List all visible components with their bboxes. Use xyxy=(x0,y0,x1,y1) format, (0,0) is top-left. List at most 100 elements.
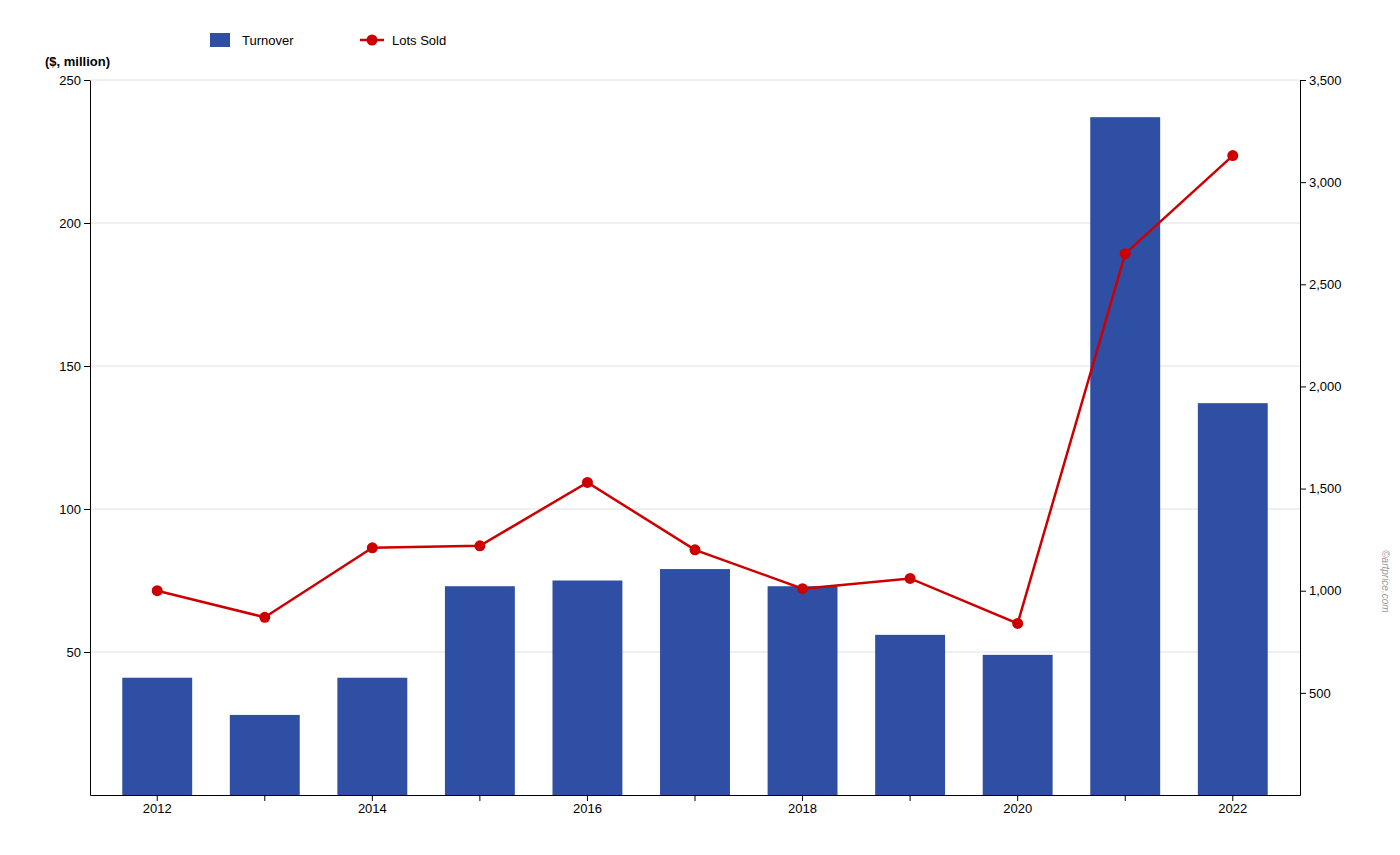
tick: 2012 xyxy=(143,795,172,816)
plot: 50 100 150 200 250 500 1,000 1,500 2,000 2,500 3,0… xyxy=(59,73,1341,817)
tick-label: 2,000 xyxy=(1309,379,1342,394)
tick: 1,500 xyxy=(1300,481,1342,496)
tick: 2,500 xyxy=(1300,277,1342,292)
grid-line xyxy=(90,80,1300,81)
tick-mark xyxy=(1300,182,1306,183)
tick-mark xyxy=(587,795,588,801)
tick-mark xyxy=(910,795,911,801)
tick-mark xyxy=(84,509,90,510)
marker xyxy=(1012,618,1023,629)
tick-label: 2018 xyxy=(788,801,817,816)
tick: 2016 xyxy=(573,795,602,816)
bar xyxy=(1090,117,1160,795)
tick-mark xyxy=(479,795,480,801)
chart: 50 100 150 200 250 500 1,000 1,500 2,000 2,500 3,0… xyxy=(0,0,1400,855)
tick-label: 2012 xyxy=(143,801,172,816)
tick-mark xyxy=(1017,795,1018,801)
annotation: ©artprice.com xyxy=(1380,550,1391,612)
tick-label: 1,000 xyxy=(1309,583,1342,598)
tick-mark xyxy=(84,80,90,81)
tick-mark xyxy=(695,795,696,801)
marker xyxy=(1227,150,1238,161)
bar xyxy=(552,581,622,796)
axis-line xyxy=(90,81,91,796)
tick: 250 xyxy=(59,73,90,88)
marker xyxy=(259,612,270,623)
tick: 2,000 xyxy=(1300,379,1342,394)
tick: 50 xyxy=(67,645,90,660)
tick-mark xyxy=(1300,284,1306,285)
legend-item: Lots Sold xyxy=(360,33,446,48)
tick-mark xyxy=(84,652,90,653)
tick-mark xyxy=(1300,386,1306,387)
tick xyxy=(264,795,265,801)
tick-mark xyxy=(1300,489,1306,490)
legend: Turnover Lots Sold xyxy=(210,33,446,48)
tick: 200 xyxy=(59,216,90,231)
legend-label: Lots Sold xyxy=(392,33,446,48)
tick-mark xyxy=(1232,795,1233,801)
tick-mark xyxy=(1300,693,1306,694)
tick-label: 500 xyxy=(1309,686,1331,701)
marker xyxy=(367,542,378,553)
y2-axis: 500 1,000 1,500 2,000 2,500 3,000 3,500 xyxy=(1300,73,1342,796)
tick-mark xyxy=(372,795,373,801)
tick-mark xyxy=(264,795,265,801)
tick-mark xyxy=(802,795,803,801)
tick: 2014 xyxy=(358,795,387,816)
tick: 500 xyxy=(1300,686,1331,701)
bars xyxy=(122,117,1267,795)
tick: 2018 xyxy=(788,795,817,816)
tick-label: 50 xyxy=(67,645,81,660)
legend-marker xyxy=(367,35,378,46)
legend-item: Turnover xyxy=(210,33,294,48)
tick-label: 2,500 xyxy=(1309,277,1342,292)
bar xyxy=(445,586,515,795)
marker xyxy=(1120,248,1131,259)
tick xyxy=(1125,795,1126,801)
tick: 1,000 xyxy=(1300,583,1342,598)
y-axis: 50 100 150 200 250 xyxy=(59,73,90,796)
tick-label: 2022 xyxy=(1218,801,1247,816)
tick-label: 2016 xyxy=(573,801,602,816)
tick-label: 3,500 xyxy=(1309,73,1342,88)
marker xyxy=(474,540,485,551)
tick: 2022 xyxy=(1218,795,1247,816)
y-label: ($, million) xyxy=(45,54,110,69)
tick xyxy=(910,795,911,801)
tick xyxy=(479,795,480,801)
marks xyxy=(122,117,1267,795)
bar xyxy=(1198,403,1268,795)
tick-mark xyxy=(84,223,90,224)
tick-label: 2014 xyxy=(358,801,387,816)
tick-label: 200 xyxy=(59,216,81,231)
tick: 2020 xyxy=(1003,795,1032,816)
tick-mark xyxy=(1300,591,1306,592)
marker xyxy=(582,477,593,488)
tick: 3,000 xyxy=(1300,175,1342,190)
marker xyxy=(152,585,163,596)
tick-label: 250 xyxy=(59,73,81,88)
tick-mark xyxy=(1300,80,1306,81)
tick-mark xyxy=(84,366,90,367)
bar xyxy=(337,678,407,795)
tick-label: 150 xyxy=(59,359,81,374)
bar xyxy=(660,569,730,795)
tick: 150 xyxy=(59,359,90,374)
tick: 100 xyxy=(59,502,90,517)
tick-label: 100 xyxy=(59,502,81,517)
bar xyxy=(875,635,945,795)
legend-label: Turnover xyxy=(242,33,294,48)
bar xyxy=(122,678,192,795)
tick-label: 1,500 xyxy=(1309,481,1342,496)
bar xyxy=(230,715,300,795)
tick xyxy=(695,795,696,801)
x-axis: 2012 2014 2016 2018 2020 2022 xyxy=(91,795,1301,816)
axis-line xyxy=(1300,81,1301,796)
marker xyxy=(690,544,701,555)
tick: 3,500 xyxy=(1300,73,1342,88)
tick-mark xyxy=(1125,795,1126,801)
line xyxy=(157,156,1233,624)
tick-mark xyxy=(157,795,158,801)
marker xyxy=(797,583,808,594)
